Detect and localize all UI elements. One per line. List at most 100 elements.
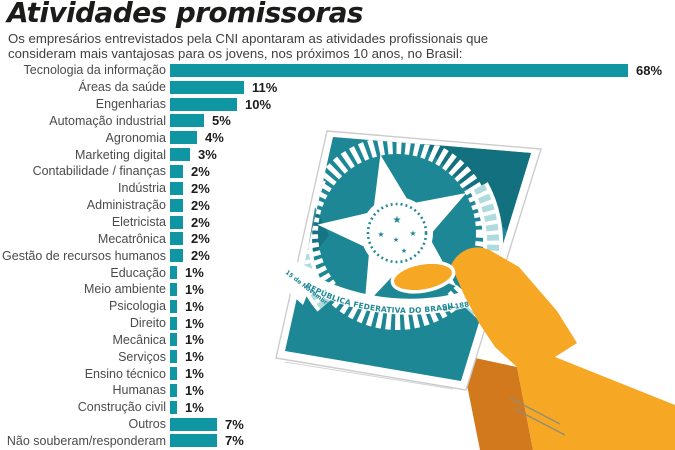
bar-label: Mecânica (112, 332, 167, 347)
bar-label: Mecatrônica (97, 231, 166, 246)
bar-label: Contabilidade / finanças (32, 164, 166, 179)
bar-label: Meio ambiente (84, 282, 166, 297)
chart-row: Mecânica 1% (0, 332, 675, 349)
svg-text:★: ★ (393, 236, 399, 244)
page-title: Atividades promissoras (7, 0, 364, 29)
chart-row: Serviços 1% (0, 348, 675, 365)
bar (170, 299, 177, 313)
hand (390, 247, 675, 450)
chart-row: Meio ambiente 1% (0, 281, 675, 298)
svg-text:★: ★ (401, 247, 407, 255)
bar-label: Engenharias (95, 97, 166, 112)
dotted-ring (366, 202, 428, 264)
bar-label: Automação industrial (49, 113, 166, 128)
svg-text:★: ★ (409, 229, 416, 238)
chart-row: Psicologia 1% (0, 298, 675, 315)
bar-value: 1% (185, 349, 204, 365)
thumb (390, 260, 456, 294)
chart-row: Agronomia 4% (0, 129, 675, 146)
bar-value: 7% (225, 416, 244, 432)
bar (170, 215, 183, 229)
bar (170, 333, 177, 347)
bar-label: Humanas (112, 383, 167, 398)
bar-label: Gestão de recursos humanos (2, 248, 166, 263)
chart-row: Construção civil 1% (0, 399, 675, 416)
illustration-hand-card: ★ ★ ★ ★ ★ REPÚBLICA FEDERATIVA DO BRASIL… (275, 130, 675, 450)
chart-row: Educação 1% (0, 264, 675, 281)
bar-label: Ensino técnico (84, 366, 166, 381)
bar (170, 63, 628, 77)
wrist-crease-lines (509, 397, 566, 436)
bar-value: 2% (191, 231, 210, 247)
chart-row: Administração 2% (0, 197, 675, 214)
bar (170, 282, 177, 296)
svg-text:★: ★ (393, 215, 402, 226)
bar (170, 164, 183, 178)
chart-row: Mecatrônica 2% (0, 230, 675, 247)
hand-silhouette (451, 247, 675, 450)
bar-value: 1% (185, 332, 204, 348)
bar (170, 114, 204, 128)
bar (170, 181, 183, 195)
bar-label: Não souberam/responderam (6, 433, 166, 448)
bar-label: Serviços (118, 349, 166, 364)
bar-value: 3% (198, 147, 217, 163)
bar-value: 2% (191, 197, 210, 213)
bar-label: Tecnologia da informação (23, 63, 166, 78)
bar (170, 350, 177, 364)
chart-row: Não souberam/responderam 7% (0, 433, 675, 450)
bar-label: Outros (128, 417, 166, 432)
bar-label: Marketing digital (74, 147, 166, 162)
bar-label: Eletricista (111, 215, 166, 230)
bar-label: Psicologia (109, 299, 166, 314)
bar-label: Construção civil (77, 400, 166, 415)
bar (170, 417, 217, 431)
bar-value: 11% (252, 79, 278, 95)
bar (170, 232, 183, 246)
chart-row: Engenharias 10% (0, 96, 675, 113)
bar-value: 1% (185, 281, 204, 297)
bar-value: 1% (185, 382, 204, 398)
bar (170, 148, 190, 162)
bar-label: Administração (86, 198, 166, 213)
chart-row: Ensino técnico 1% (0, 365, 675, 382)
bar (170, 131, 197, 145)
chart-row: Tecnologia da informação 68% (0, 62, 675, 79)
bar (170, 383, 177, 397)
bar (170, 434, 217, 448)
southern-cross-stars: ★ ★ ★ ★ ★ (377, 215, 416, 255)
bar-value: 5% (212, 113, 231, 129)
bar-value: 2% (191, 163, 210, 179)
chart-row: Gestão de recursos humanos 2% (0, 247, 675, 264)
bar-value: 1% (185, 366, 204, 382)
bar-label: Educação (110, 265, 166, 280)
bar-value: 2% (191, 180, 210, 196)
page-subtitle: Os empresários entrevistados pela CNI ap… (8, 31, 489, 61)
chart-row: Eletricista 2% (0, 214, 675, 231)
bar-label: Direito (129, 316, 166, 331)
bar-label: Áreas da saúde (78, 80, 166, 95)
bar-value: 1% (185, 298, 204, 314)
hand-shadow-behind-card (461, 355, 533, 450)
bar (170, 316, 177, 330)
bar (170, 367, 177, 381)
bar (170, 249, 183, 263)
bar-label: Indústria (118, 181, 166, 196)
svg-text:★: ★ (377, 230, 384, 239)
sword-hilt-icon (371, 351, 381, 367)
bar-value: 68% (636, 62, 663, 78)
bar-value: 10% (245, 96, 272, 112)
chart-row: Marketing digital 3% (0, 146, 675, 163)
chart-row: Indústria 2% (0, 180, 675, 197)
chart-row: Humanas 1% (0, 382, 675, 399)
bar-value: 2% (191, 248, 210, 264)
bar (170, 400, 177, 414)
bar-value: 1% (185, 265, 204, 281)
bar (170, 266, 177, 280)
bar (170, 97, 237, 111)
chart-row: Áreas da saúde 11% (0, 79, 675, 96)
chart-row: Automação industrial 5% (0, 113, 675, 130)
bar-value: 1% (185, 399, 204, 415)
bar-chart: Tecnologia da informação 68% Áreas da saúd… (0, 62, 675, 449)
